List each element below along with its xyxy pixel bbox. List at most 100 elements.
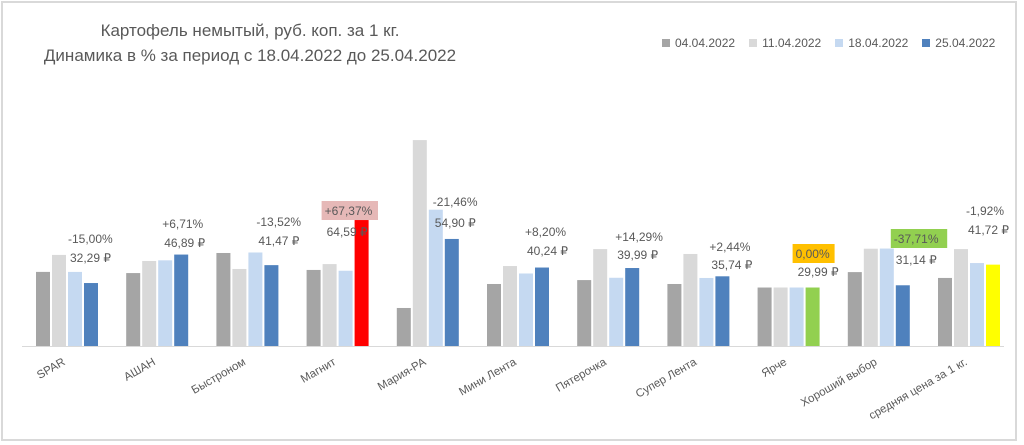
- price-label: 35,74 ₽: [711, 258, 752, 272]
- category-label: SPAR: [35, 356, 67, 382]
- pct-change-label: -21,46%: [433, 195, 478, 209]
- category-group: -13,52% 41,47 ₽ Быстроном: [190, 215, 302, 397]
- legend-item-2: 18.04.2022: [835, 36, 908, 50]
- price-label: 54,90 ₽: [435, 216, 476, 230]
- legend-item-1: 11.04.2022: [749, 36, 821, 50]
- bar-04.04.2022: [667, 283, 682, 346]
- bar-18.04.2022: [970, 263, 984, 346]
- category-group: 0,00% 29,99 ₽ Ярче: [757, 244, 839, 380]
- pct-highlight-box: [321, 201, 378, 220]
- pct-change-label: 0,00%: [796, 247, 830, 261]
- bar-25.04.2022: [354, 220, 369, 346]
- legend-swatch-0: [662, 39, 670, 47]
- bar-11.04.2022: [412, 140, 427, 346]
- category-label: Мини Лента: [457, 356, 519, 399]
- bar-25.04.2022: [805, 287, 820, 346]
- legend-label-2: 18.04.2022: [848, 36, 909, 50]
- bar-11.04.2022: [863, 248, 878, 346]
- price-label: 29,99 ₽: [798, 265, 839, 279]
- chart-title-block: Картофель немытый, руб. коп. за 1 кг. Ди…: [20, 18, 480, 68]
- category-label: Быстроном: [190, 356, 248, 397]
- pct-highlight-box: [890, 229, 948, 248]
- bar-25.04.2022: [535, 267, 549, 346]
- bar-04.04.2022: [396, 307, 411, 346]
- bar-04.04.2022: [216, 252, 231, 346]
- pct-change-label: -13,52%: [256, 215, 301, 229]
- legend-swatch-1: [749, 39, 758, 47]
- bar-04.04.2022: [36, 271, 50, 346]
- bar-18.04.2022: [789, 287, 804, 346]
- bar-25.04.2022: [986, 264, 1000, 346]
- chart-legend: 04.04.2022 11.04.2022 18.04.2022 25.04.2…: [662, 36, 995, 50]
- pct-highlight-box: [792, 244, 835, 263]
- category-label: Хороший выбор: [799, 356, 879, 409]
- bar-25.04.2022: [174, 254, 189, 346]
- category-group: +67,37% 64,59 ₽ Магнит: [299, 201, 378, 386]
- bar-25.04.2022: [715, 276, 730, 346]
- pct-change-label: +2,44%: [709, 240, 750, 254]
- bar-25.04.2022: [625, 268, 640, 346]
- price-label: 41,47 ₽: [258, 234, 299, 248]
- bar-18.04.2022: [68, 271, 82, 346]
- legend-swatch-2: [835, 39, 844, 47]
- bar-18.04.2022: [428, 209, 443, 346]
- bar-18.04.2022: [609, 277, 624, 346]
- bar-11.04.2022: [954, 249, 968, 346]
- bar-11.04.2022: [322, 264, 337, 346]
- pct-change-label: +6,71%: [162, 217, 203, 231]
- price-label: 39,99 ₽: [617, 248, 658, 262]
- category-label: Супер Лента: [634, 356, 699, 401]
- bar-11.04.2022: [142, 260, 157, 346]
- price-label: 40,24 ₽: [527, 244, 568, 258]
- pct-change-label: +67,37%: [325, 204, 373, 218]
- category-group: +6,71% 46,89 ₽ АШАН: [122, 217, 205, 384]
- chart-title: Картофель немытый, руб. коп. за 1 кг.: [100, 21, 400, 40]
- bar-18.04.2022: [338, 270, 353, 346]
- category-label: Мария-РА: [376, 356, 429, 393]
- legend-label-0: 04.04.2022: [675, 36, 736, 50]
- legend-item-3: 25.04.2022: [922, 36, 995, 50]
- category-group: -15,00% 32,29 ₽ SPAR: [35, 232, 113, 382]
- pct-change-label: -37,71%: [894, 232, 939, 246]
- price-label: 46,89 ₽: [164, 236, 205, 250]
- legend-label-1: 11.04.2022: [762, 36, 822, 50]
- bar-04.04.2022: [487, 283, 501, 346]
- bar-18.04.2022: [879, 248, 894, 346]
- bar-25.04.2022: [264, 265, 279, 346]
- bar-18.04.2022: [248, 252, 263, 346]
- bar-04.04.2022: [847, 272, 862, 346]
- price-label: 32,29 ₽: [70, 251, 111, 265]
- legend-swatch-3: [922, 39, 931, 47]
- category-group: +8,20% 40,24 ₽ Мини Лента: [457, 225, 568, 399]
- bar-11.04.2022: [773, 287, 788, 346]
- category-group: +14,29% 39,99 ₽ Пятерочка: [554, 230, 663, 395]
- category-label: Ярче: [760, 356, 789, 380]
- price-label: 64,59 ₽: [327, 225, 368, 239]
- bar-25.04.2022: [895, 285, 910, 346]
- chart-subtitle: Динамика в % за период с 18.04.2022 до 2…: [43, 46, 457, 65]
- pct-change-label: -15,00%: [68, 232, 113, 246]
- bar-04.04.2022: [757, 287, 772, 346]
- price-label: 31,14 ₽: [896, 253, 937, 267]
- category-label: АШАН: [122, 356, 158, 383]
- bar-18.04.2022: [158, 260, 173, 346]
- bar-04.04.2022: [126, 273, 141, 346]
- bar-11.04.2022: [683, 253, 698, 346]
- category-group: +2,44% 35,74 ₽ Супер Лента: [634, 240, 753, 401]
- bar-18.04.2022: [519, 273, 533, 346]
- bar-25.04.2022: [84, 283, 98, 346]
- legend-item-0: 04.04.2022: [662, 36, 735, 50]
- bar-04.04.2022: [306, 269, 321, 346]
- pct-change-label: +8,20%: [525, 225, 566, 239]
- pct-change-label: +14,29%: [615, 230, 663, 244]
- bar-11.04.2022: [232, 268, 247, 346]
- bar-11.04.2022: [52, 254, 66, 346]
- category-label: Магнит: [299, 356, 339, 386]
- bar-04.04.2022: [577, 280, 592, 346]
- bar-11.04.2022: [593, 249, 608, 346]
- category-group: -21,46% 54,90 ₽ Мария-РА: [376, 140, 478, 393]
- legend-label-3: 25.04.2022: [935, 36, 996, 50]
- bar-11.04.2022: [503, 266, 517, 346]
- bar-25.04.2022: [444, 238, 459, 346]
